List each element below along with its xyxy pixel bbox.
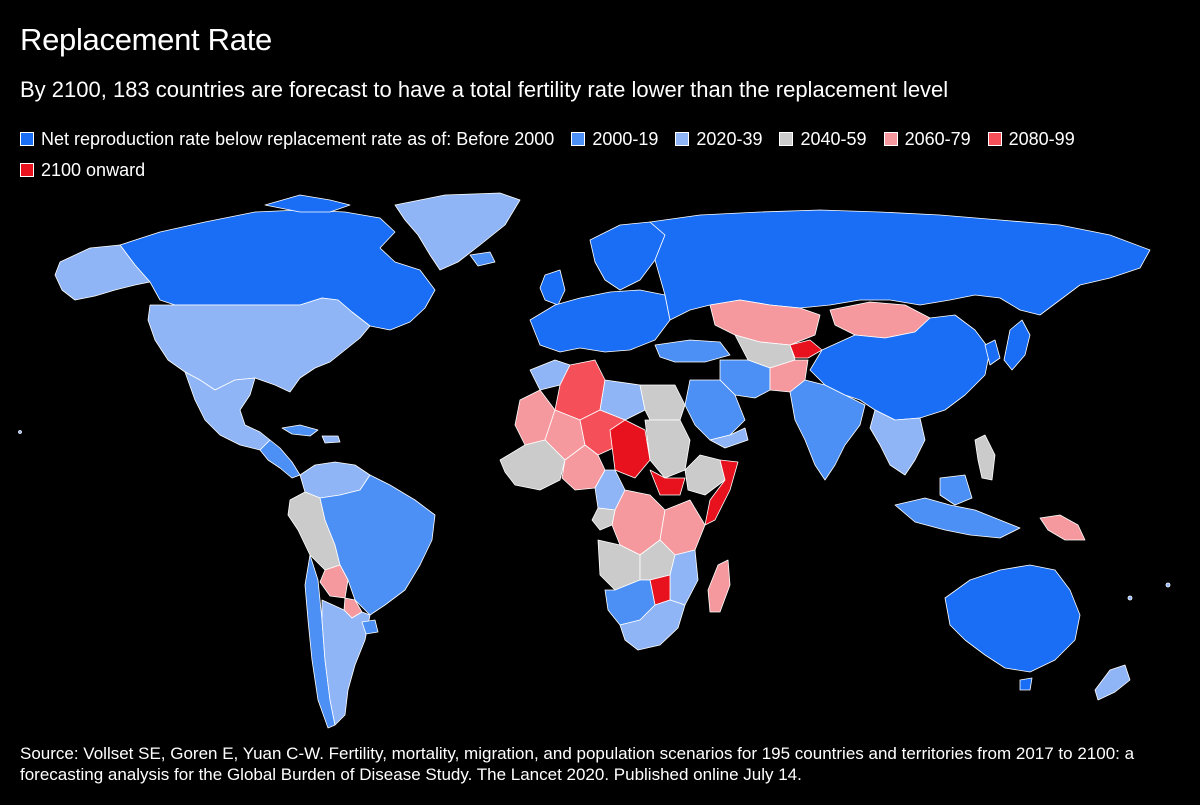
legend-swatch: [20, 163, 34, 177]
region-tajikistan: [789, 339, 823, 359]
legend-item-before-2000: Net reproduction rate below replacement …: [20, 124, 554, 154]
region-south-africa: [619, 599, 686, 651]
region-hispaniola: [321, 435, 341, 444]
legend-label: 2040-59: [800, 129, 867, 149]
legend-label: Net reproduction rate below replacement …: [41, 129, 555, 149]
region-pacific-islands: [1165, 582, 1171, 588]
region-arctic-islands: [264, 194, 351, 213]
region-central-america: [259, 439, 301, 479]
chart-title: Replacement Rate: [20, 22, 272, 57]
region-kazakhstan: [709, 299, 821, 346]
legend-item-2080-99: 2080-99: [987, 124, 1075, 154]
region-pacific-islands-2: [1127, 595, 1133, 601]
region-indonesia: [894, 497, 1021, 539]
region-borneo: [939, 474, 973, 506]
legend-item-2100-onward: 2100 onward: [20, 155, 145, 185]
region-western-europe: [529, 289, 671, 353]
region-chad: [609, 419, 651, 479]
region-turkey: [654, 339, 731, 363]
region-caribbean: [281, 424, 319, 437]
region-japan: [1003, 319, 1031, 371]
legend-swatch: [779, 132, 794, 146]
legend-item-2000-19: 2000-19: [571, 124, 658, 154]
region-alaska: [54, 244, 151, 301]
region-yemen: [709, 427, 749, 449]
legend-label: 2020-39: [696, 129, 763, 149]
legend: Net reproduction rate below replacement …: [20, 124, 1180, 186]
region-iceland: [469, 251, 496, 267]
legend-swatch: [883, 132, 898, 146]
region-philippines: [974, 434, 996, 481]
region-australia: [944, 564, 1081, 673]
region-scandinavia: [589, 221, 666, 291]
region-mexico: [184, 371, 271, 451]
world-map: [18, 192, 1171, 729]
region-uruguay: [361, 619, 379, 635]
region-madagascar: [707, 559, 731, 613]
region-new-zealand: [1094, 664, 1131, 701]
region-china: [809, 314, 991, 421]
legend-item-2040-59: 2040-59: [779, 124, 867, 154]
legend-label: 2100 onward: [41, 160, 146, 180]
region-usa: [147, 297, 371, 393]
region-png: [1039, 514, 1086, 541]
region-uk: [539, 269, 566, 306]
region-egypt: [639, 384, 686, 421]
region-west-africa: [499, 439, 566, 491]
region-chile: [304, 554, 336, 729]
region-se-asia: [869, 409, 926, 476]
legend-swatch: [675, 132, 690, 146]
legend-label: 2060-79: [904, 129, 971, 149]
region-korea: [984, 339, 1001, 366]
source-note: Source: Vollset SE, Goren E, Yuan C-W. F…: [20, 744, 1135, 784]
region-brazil: [319, 474, 436, 616]
region-hawaii: [18, 430, 22, 434]
region-somalia: [704, 459, 739, 526]
region-libya: [599, 379, 646, 421]
legend-swatch: [987, 132, 1002, 146]
chart-subtitle: By 2100, 183 countries are forecast to h…: [20, 77, 949, 102]
legend-item-2020-39: 2020-39: [675, 124, 762, 154]
legend-label: 2080-99: [1008, 129, 1075, 149]
region-gabon-congo: [591, 507, 616, 531]
region-tasmania: [1019, 677, 1033, 691]
legend-item-2060-79: 2060-79: [883, 124, 971, 154]
legend-swatch: [20, 132, 34, 146]
region-argentina: [321, 599, 371, 726]
region-sudan: [644, 419, 691, 479]
region-greenland: [394, 192, 521, 271]
legend-label: 2000-19: [592, 129, 659, 149]
region-south-sudan: [649, 469, 686, 496]
legend-swatch: [571, 132, 586, 146]
region-russia: [649, 209, 1151, 321]
region-mozambique: [669, 549, 699, 606]
